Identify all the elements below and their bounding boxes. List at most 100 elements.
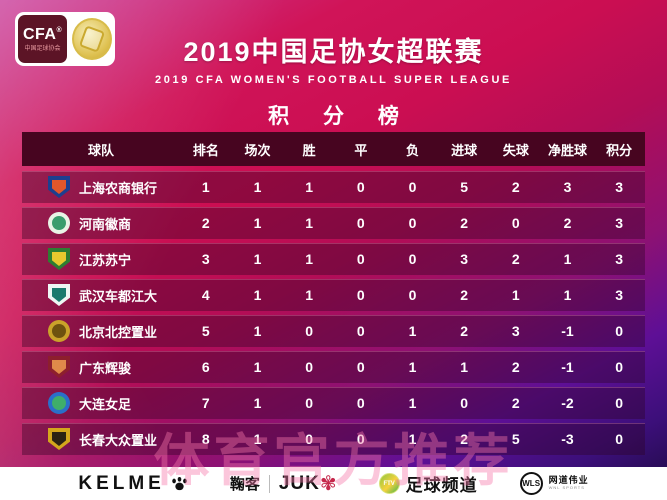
cell-pts: 3 (615, 251, 624, 267)
team-cell: 长春大众置业 (22, 428, 180, 450)
cell-win: 1 (305, 251, 314, 267)
cell-loss: 1 (408, 395, 417, 411)
cell-loss: 0 (408, 215, 417, 231)
cell-pts: 3 (615, 287, 624, 303)
cell-ga: 0 (511, 215, 520, 231)
cell-played: 1 (253, 179, 262, 195)
paw-icon (172, 477, 187, 491)
team-name: 河南徽商 (79, 216, 132, 232)
table-row: 长春大众置业 8 1 0 0 1 2 5 -3 0 (22, 423, 645, 455)
cell-pts: 3 (615, 179, 624, 195)
cell-draw: 0 (356, 215, 365, 231)
sponsor-wls: WLS 网道伟业 WNL SPORTS (519, 472, 589, 495)
cell-rank: 7 (201, 395, 210, 411)
cell-rank: 4 (201, 287, 210, 303)
team-name: 北京北控置业 (79, 324, 158, 340)
team-name: 江苏苏宁 (79, 252, 132, 268)
cell-gd: -2 (561, 395, 574, 411)
cell-gd: 3 (563, 179, 572, 195)
cell-win: 0 (305, 431, 314, 447)
cell-loss: 1 (408, 323, 417, 339)
team-cell: 广东辉骏 (22, 356, 180, 378)
wls-sub-text: WNL SPORTS (548, 485, 585, 491)
cell-pts: 0 (615, 359, 624, 375)
cell-gd: 2 (563, 215, 572, 231)
team-logo-icon (48, 320, 70, 342)
team-logo-icon (48, 212, 70, 234)
page-title: 2019中国足协女超联赛 (183, 37, 484, 67)
cell-win: 0 (305, 395, 314, 411)
cell-ga: 5 (511, 431, 520, 447)
cfa-gold-emblem-icon (72, 18, 112, 60)
team-name: 武汉车都江大 (79, 288, 158, 304)
cell-played: 1 (253, 287, 262, 303)
column-header-5: 负 (405, 142, 419, 158)
cell-ga: 2 (511, 251, 520, 267)
cell-played: 1 (253, 251, 262, 267)
cell-rank: 2 (201, 215, 210, 231)
cell-draw: 0 (356, 287, 365, 303)
team-name: 广东辉骏 (79, 360, 132, 376)
cell-gd: -1 (561, 323, 574, 339)
cell-pts: 3 (615, 215, 624, 231)
cell-rank: 5 (201, 323, 210, 339)
column-header-0: 球队 (87, 142, 114, 158)
column-header-9: 积分 (606, 142, 633, 158)
cell-draw: 0 (356, 323, 365, 339)
football-channel-text: 足球频道 (405, 476, 478, 495)
cfa-logo-text: CFA® (22, 25, 63, 43)
team-name: 长春大众置业 (79, 432, 158, 448)
cell-played: 1 (253, 215, 262, 231)
table-row: 北京北控置业 5 1 0 0 1 2 3 -1 0 (22, 315, 645, 347)
cell-gf: 2 (460, 287, 469, 303)
cell-loss: 1 (408, 431, 417, 447)
cell-gf: 3 (460, 251, 469, 267)
cell-gf: 2 (460, 431, 469, 447)
cell-draw: 0 (356, 179, 365, 195)
cell-win: 1 (305, 287, 314, 303)
cell-played: 1 (253, 431, 262, 447)
team-cell: 河南徽商 (22, 212, 180, 234)
standings-table: 球队 排名 场次 胜 平 负 进球 失球 净胜球 积分 上海农商银行 1 1 1 0 0 5 2 3 3 河南徽商 2 1… (22, 132, 645, 459)
cell-loss: 0 (408, 287, 417, 303)
page-subtitle: 2019 CFA WOMEN'S FOOTBALL SUPER LEAGUE (155, 74, 512, 86)
cell-played: 1 (253, 395, 262, 411)
table-row: 河南徽商 2 1 1 0 0 2 0 2 3 (22, 207, 645, 239)
juke-latin-text: JUK (278, 472, 320, 494)
team-name: 大连女足 (79, 396, 132, 412)
cell-gd: 1 (563, 251, 572, 267)
cell-gf: 2 (460, 323, 469, 339)
column-header-7: 失球 (502, 142, 529, 158)
header-titles: 2019中国足协女超联赛 2019 CFA WOMEN'S FOOTBALL S… (0, 0, 667, 130)
table-row: 武汉车都江大 4 1 1 0 0 2 1 1 3 (22, 279, 645, 311)
cell-win: 0 (305, 323, 314, 339)
team-name: 上海农商银行 (79, 180, 158, 196)
cell-loss: 0 (408, 251, 417, 267)
cell-gd: 1 (563, 287, 572, 303)
cell-win: 1 (305, 179, 314, 195)
cfa-logo-left: CFA® 中国足球协会 (18, 15, 68, 63)
cell-draw: 0 (356, 359, 365, 375)
table-row: 广东辉骏 6 1 0 0 1 1 2 -1 0 (22, 351, 645, 383)
table-row: 大连女足 7 1 0 0 1 0 2 -2 0 (22, 387, 645, 419)
cell-gf: 0 (460, 395, 469, 411)
team-cell: 大连女足 (22, 392, 180, 414)
cell-played: 1 (253, 323, 262, 339)
team-cell: 江苏苏宁 (22, 248, 180, 270)
column-header-4: 平 (354, 142, 368, 158)
team-cell: 武汉车都江大 (22, 284, 180, 306)
team-cell: 上海农商银行 (22, 176, 180, 198)
team-logo-icon (48, 356, 70, 378)
ftv-badge-icon: FTV (378, 473, 400, 494)
team-logo-icon (48, 428, 70, 450)
cell-gf: 1 (460, 359, 469, 375)
team-logo-icon (48, 248, 70, 270)
cell-pts: 0 (615, 431, 624, 447)
cell-gd: -1 (561, 359, 574, 375)
cell-win: 0 (305, 359, 314, 375)
cell-ga: 1 (511, 287, 520, 303)
cell-ga: 2 (511, 179, 520, 195)
cell-rank: 1 (201, 179, 210, 195)
cell-draw: 0 (356, 431, 365, 447)
